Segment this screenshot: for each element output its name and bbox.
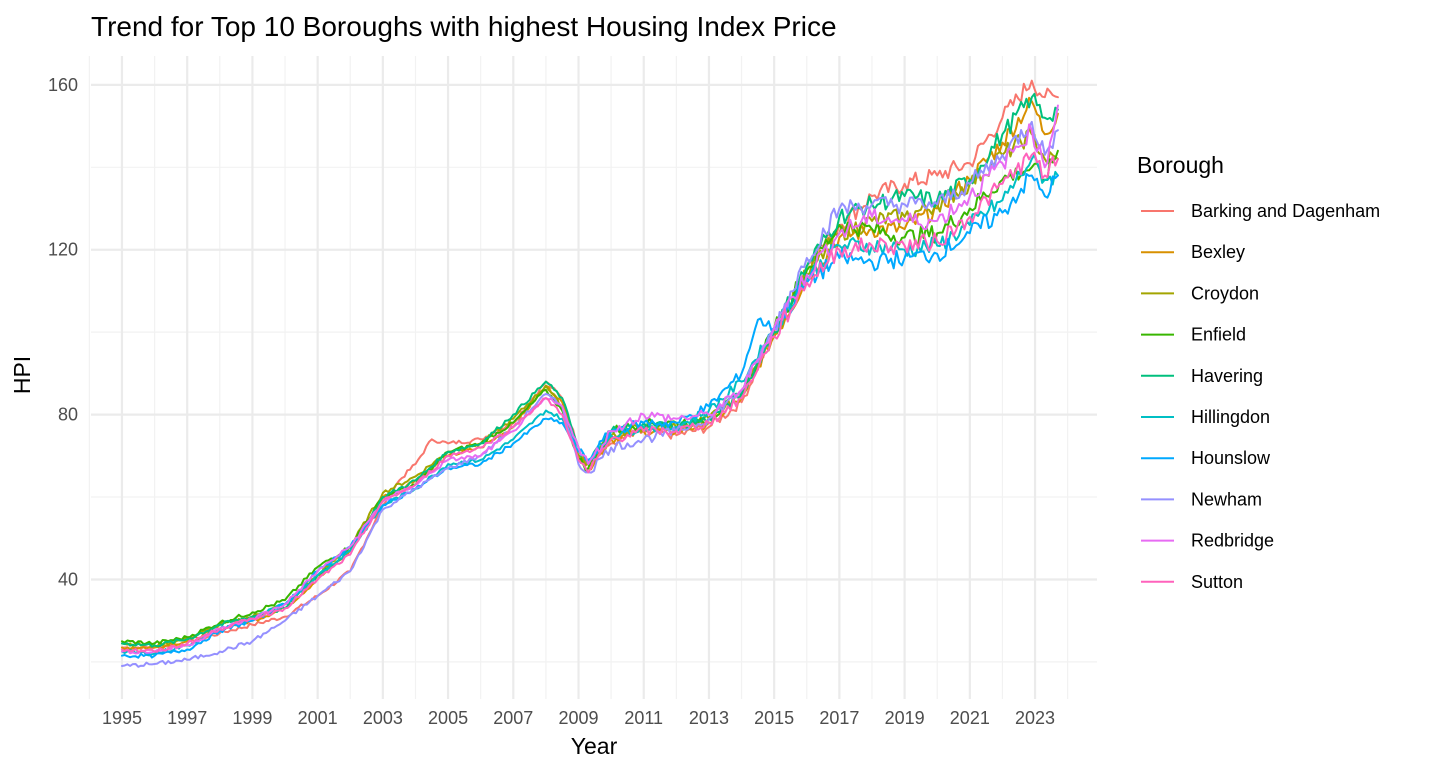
y-tick-label: 160 (48, 75, 78, 95)
legend-item-label: Enfield (1191, 325, 1246, 345)
series-line (121, 149, 1059, 646)
x-tick-label: 2003 (363, 708, 403, 728)
x-tick-label: 2009 (558, 708, 598, 728)
legend-item-label: Barking and Dagenham (1191, 201, 1380, 221)
x-tick-label: 2007 (493, 708, 533, 728)
x-tick-label: 2015 (754, 708, 794, 728)
x-tick-label: 2005 (428, 708, 468, 728)
x-tick-label: 2017 (819, 708, 859, 728)
y-tick-label: 80 (58, 405, 78, 425)
x-axis-ticks: 1995 1997 1999 2001 2003 2005 2007 2009 2011 2013… (102, 708, 1055, 728)
y-axis-title: HPI (9, 356, 35, 394)
legend-item-label: Havering (1191, 366, 1263, 386)
legend-item-label: Hounslow (1191, 448, 1271, 468)
x-tick-label: 1997 (167, 708, 207, 728)
x-tick-label: 2011 (624, 708, 663, 728)
x-tick-label: 2001 (298, 708, 338, 728)
legend-item-label: Newham (1191, 489, 1262, 509)
series-line (121, 92, 1059, 648)
x-axis-title: Year (571, 733, 618, 759)
x-tick-label: 1999 (232, 708, 272, 728)
y-tick-label: 40 (58, 569, 78, 589)
x-tick-label: 2013 (689, 708, 729, 728)
series-line (121, 151, 1059, 653)
legend-item-label: Hillingdon (1191, 407, 1270, 427)
grid (88, 56, 1097, 699)
series-line (121, 120, 1059, 668)
series-line (121, 127, 1059, 648)
x-tick-label: 2021 (950, 708, 990, 728)
x-tick-label: 2019 (885, 708, 925, 728)
chart-title: Trend for Top 10 Boroughs with highest H… (91, 11, 837, 42)
legend-title: Borough (1137, 152, 1224, 178)
legend-item-label: Sutton (1191, 572, 1243, 592)
x-tick-label: 2023 (1015, 708, 1055, 728)
series-lines (121, 79, 1059, 668)
legend-item-label: Bexley (1191, 242, 1245, 262)
legend-item-label: Croydon (1191, 283, 1259, 303)
series-line (121, 79, 1059, 651)
y-tick-label: 120 (48, 240, 78, 260)
legend-item-label: Redbridge (1191, 531, 1274, 551)
y-axis-ticks: 40 80 120 160 (48, 75, 78, 590)
series-line (121, 104, 1059, 655)
x-tick-label: 1995 (102, 708, 142, 728)
legend: Borough Barking and Dagenham Bexley Croydo… (1137, 152, 1380, 592)
